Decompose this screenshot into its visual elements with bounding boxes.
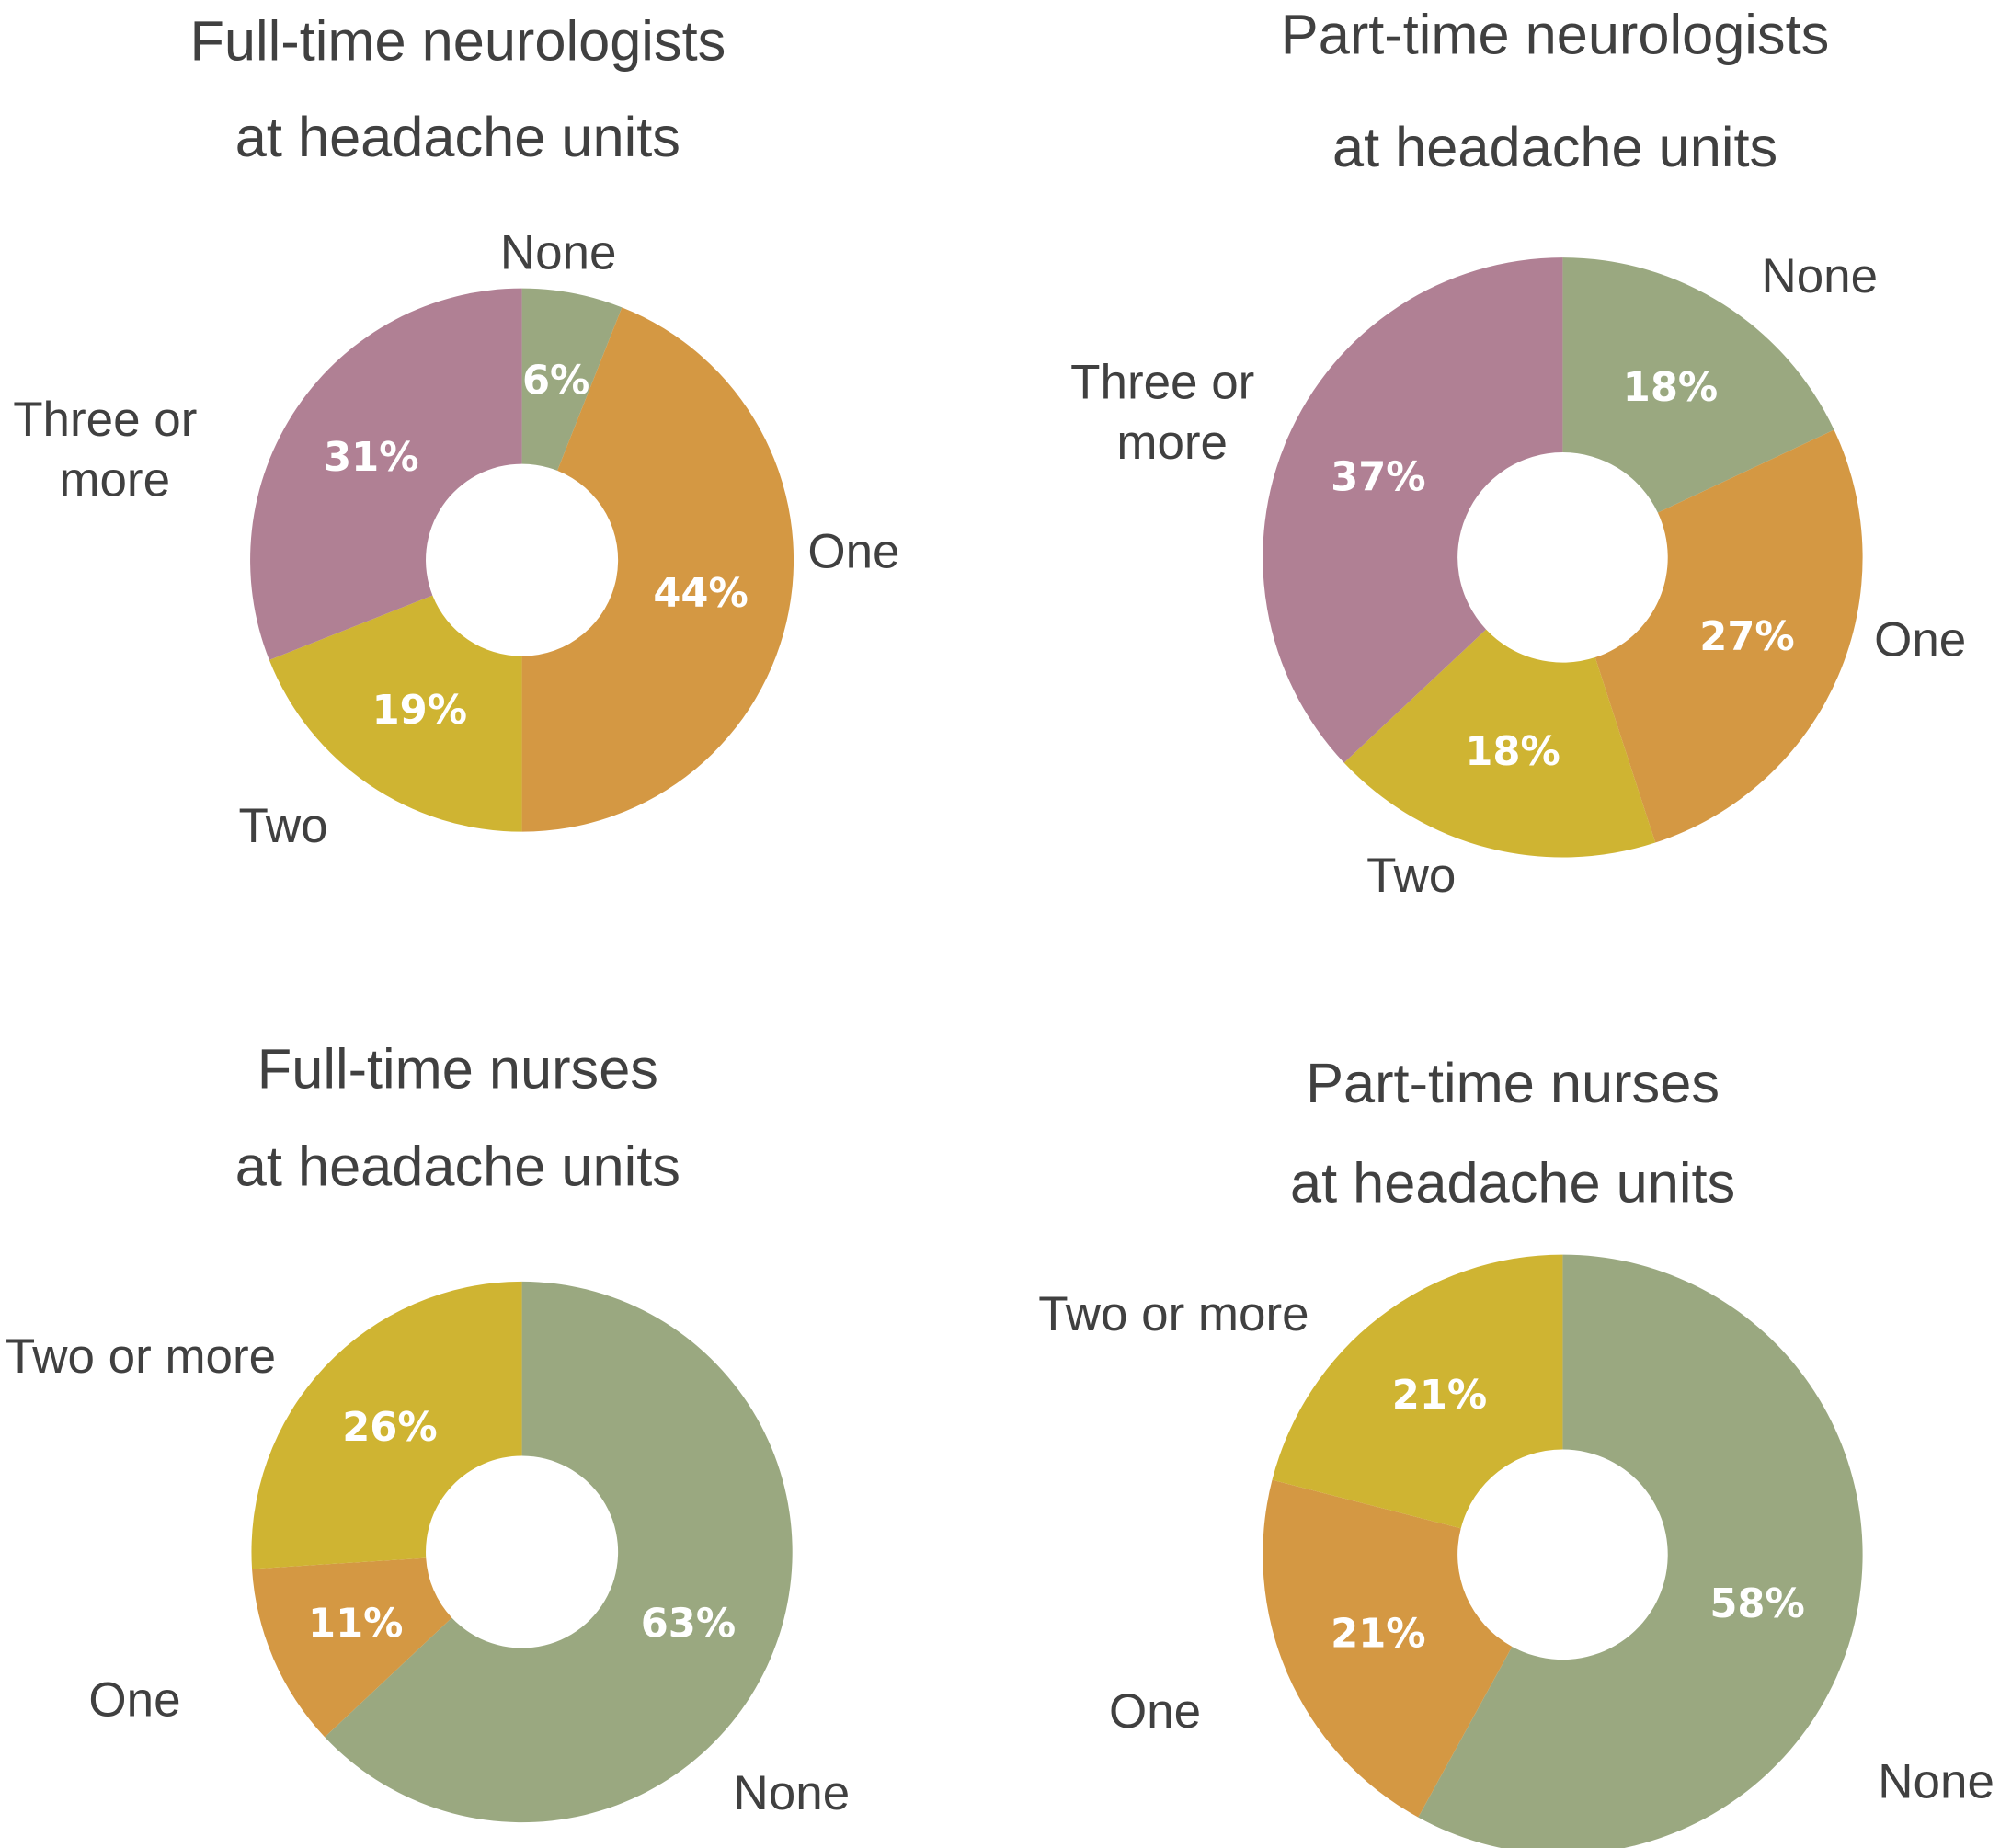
chart-title: at headache units [1290, 1150, 1735, 1214]
chart-title: at headache units [1332, 115, 1777, 178]
value-label: 63% [641, 1601, 736, 1647]
chart-title: Part-time nurses [1306, 1051, 1720, 1114]
category-label: One [807, 524, 899, 578]
category-label: Two or more [1038, 1287, 1309, 1341]
category-label: One [1874, 613, 1966, 667]
slice-one [1263, 1479, 1513, 1818]
slice-two [269, 595, 522, 832]
slice-none [325, 1281, 793, 1823]
category-label: None [734, 1766, 851, 1820]
category-label: None [1761, 249, 1878, 303]
value-label: 26% [342, 1405, 437, 1451]
category-label: Three or [1070, 356, 1254, 410]
value-label: 37% [1331, 455, 1425, 501]
value-label: 21% [1331, 1612, 1425, 1658]
slice-two [1343, 629, 1656, 858]
category-label: Two [1366, 849, 1456, 903]
slice-two-or-more [1272, 1254, 1563, 1529]
category-label: more [59, 452, 170, 507]
category-label: Two [239, 799, 328, 853]
chart-title: at headache units [235, 105, 680, 168]
donut-chart-1: Full-time neurologists at headache units 6… [13, 9, 899, 853]
value-label: 58% [1709, 1581, 1804, 1627]
value-label: 18% [1623, 365, 1718, 411]
value-label: 19% [372, 688, 467, 734]
category-label: None [500, 226, 617, 280]
slice-none [521, 288, 623, 471]
category-label: Two or more [6, 1329, 276, 1384]
chart-title: Part-time neurologists [1281, 3, 1829, 66]
category-label: One [1109, 1684, 1201, 1739]
value-label: 6% [522, 359, 589, 405]
value-label: 27% [1699, 614, 1794, 660]
value-label: 18% [1465, 729, 1560, 775]
category-label: None [1878, 1755, 1994, 1809]
slice-none [1418, 1254, 1863, 1848]
donut-chart-3: Full-time nurses at headache units 63% None… [6, 1036, 851, 1823]
donut-chart-4: Part-time nurses at headache units 58% None… [1038, 1051, 1994, 1848]
chart-title: Full-time nurses [257, 1036, 658, 1100]
category-label: One [88, 1672, 180, 1727]
slice-three-or-more [250, 288, 522, 660]
chart-title: at headache units [235, 1134, 680, 1197]
slice-two-or-more [251, 1281, 522, 1569]
slice-none [1562, 257, 1834, 513]
chart-title: Full-time neurologists [189, 9, 726, 73]
slice-one [252, 1557, 452, 1738]
category-label: Three or [13, 393, 197, 447]
slice-one [521, 307, 794, 832]
value-label: 11% [308, 1601, 403, 1647]
donut-chart-2: Part-time neurologists at headache units 1… [1070, 3, 1966, 904]
slice-three-or-more [1263, 257, 1563, 763]
value-label: 44% [653, 571, 748, 617]
slice-one [1594, 429, 1863, 843]
category-label: more [1116, 416, 1228, 470]
value-label: 21% [1392, 1373, 1487, 1419]
value-label: 31% [324, 435, 418, 481]
